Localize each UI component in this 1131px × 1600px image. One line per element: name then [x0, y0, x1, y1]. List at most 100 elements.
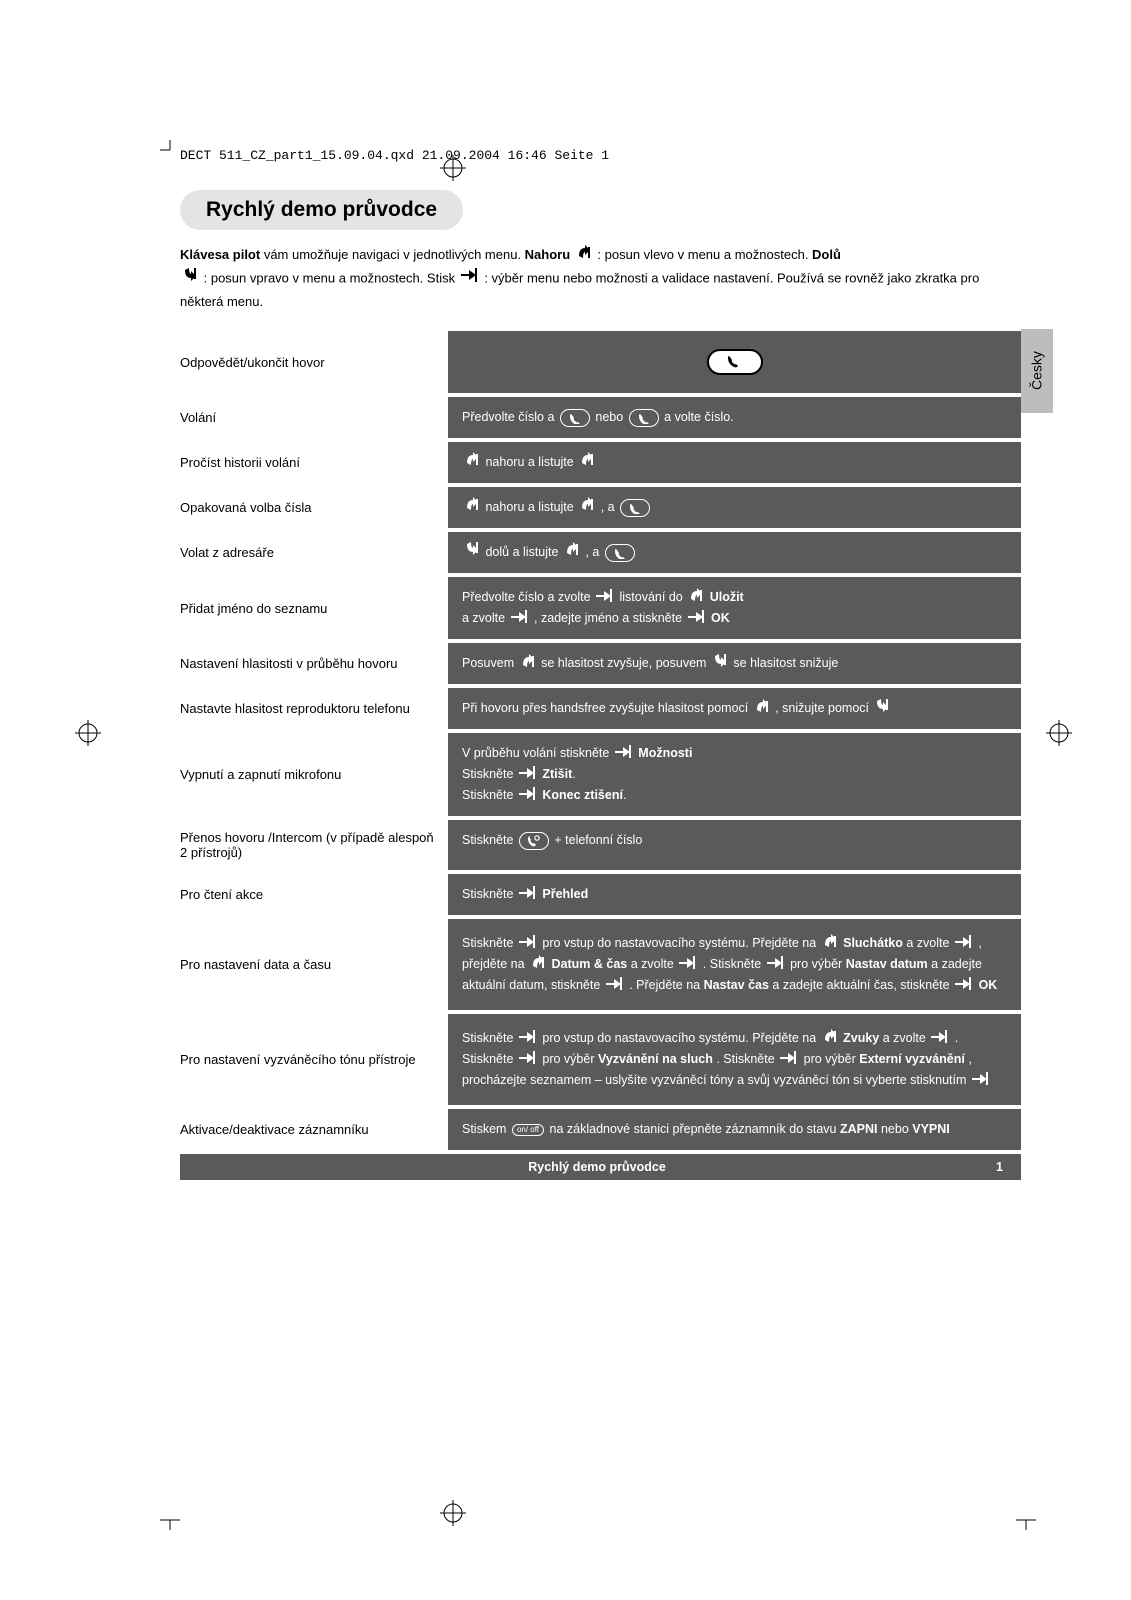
row-label: Přidat jméno do seznamu	[180, 577, 448, 639]
print-header: DECT 511_CZ_part1_15.09.04.qxd 21.09.200…	[180, 148, 609, 163]
table-row: Volání Předvolte číslo a nebo a volte čí…	[180, 397, 1021, 438]
row-instruction: Česky	[448, 331, 1021, 393]
row-label: Vypnutí a zapnutí mikrofonu	[180, 733, 448, 816]
footer-title: Rychlý demo průvodce	[198, 1160, 996, 1174]
nav-right-icon	[688, 609, 706, 630]
nav-right-icon	[519, 786, 537, 807]
table-row: Opakovaná volba čísla nahoru a listujte …	[180, 487, 1021, 528]
row-instruction: Stiskněte + telefonní číslo	[448, 820, 1021, 870]
table-row: Odpovědět/ukončit hovor Česky	[180, 331, 1021, 393]
registration-mark-icon	[1046, 720, 1066, 740]
row-instruction: Stiskem on/ off na základnové stanici př…	[448, 1109, 1021, 1150]
nav-right-icon	[931, 1029, 949, 1050]
nav-up-icon	[822, 934, 838, 955]
row-label: Nastavení hlasitosti v průběhu hovoru	[180, 643, 448, 684]
table-row: Volat z adresáře dolů a listujte , a	[180, 532, 1021, 573]
row-label: Pro čtení akce	[180, 874, 448, 915]
nav-up-icon	[754, 699, 770, 720]
nav-right-icon	[519, 765, 537, 786]
row-label: Odpovědět/ukončit hovor	[180, 331, 448, 393]
phone-key-icon	[629, 409, 659, 427]
registration-mark-icon	[75, 720, 95, 740]
row-label: Přenos hovoru /Intercom (v případě alesp…	[180, 820, 448, 870]
row-instruction: Předvolte číslo a nebo a volte číslo.	[448, 397, 1021, 438]
intro-text: Klávesa pilot vám umožňuje navigaci v je…	[180, 244, 1021, 313]
onoff-key-icon: on/ off	[512, 1124, 544, 1135]
nav-right-icon	[767, 955, 785, 976]
crop-mark-icon	[160, 1510, 180, 1530]
nav-down-icon	[712, 654, 728, 675]
row-instruction: Stiskněte Přehled	[448, 874, 1021, 915]
nav-up-icon	[464, 452, 480, 473]
nav-right-icon	[606, 976, 624, 997]
nav-down-icon	[464, 542, 480, 563]
nav-up-icon	[822, 1029, 838, 1050]
row-instruction: Stiskněte pro vstup do nastavovacího sys…	[448, 919, 1021, 1010]
nav-up-icon	[464, 497, 480, 518]
nav-up-icon	[579, 497, 595, 518]
nav-right-icon	[972, 1071, 990, 1092]
row-label: Nastavte hlasitost reproduktoru telefonu	[180, 688, 448, 729]
nav-right-icon	[615, 744, 633, 765]
nav-right-icon	[596, 588, 614, 609]
table-row: Pročíst historii volání nahoru a listujt…	[180, 442, 1021, 483]
nav-right-icon	[519, 934, 537, 955]
table-row: Pro nastavení vyzváněcího tónu přístroje…	[180, 1014, 1021, 1105]
table-row: Pro nastavení data a času Stiskněte pro …	[180, 919, 1021, 1010]
row-instruction: Stiskněte pro vstup do nastavovacího sys…	[448, 1014, 1021, 1105]
table-row: Přidat jméno do seznamu Předvolte číslo …	[180, 577, 1021, 639]
table-row: Pro čtení akce Stiskněte Přehled	[180, 874, 1021, 915]
nav-right-icon	[519, 1029, 537, 1050]
row-label: Pro nastavení vyzváněcího tónu přístroje	[180, 1014, 448, 1105]
nav-up-icon	[576, 244, 592, 267]
row-instruction: nahoru a listujte , a	[448, 487, 1021, 528]
phone-key-icon	[620, 499, 650, 517]
phone-key-icon	[605, 544, 635, 562]
nav-up-icon	[564, 542, 580, 563]
nav-right-icon	[955, 976, 973, 997]
title-bar: Rychlý demo průvodce	[180, 190, 463, 230]
row-instruction: Při hovoru přes handsfree zvyšujte hlasi…	[448, 688, 1021, 729]
row-instruction: Předvolte číslo a zvolte listování do Ul…	[448, 577, 1021, 639]
table-row: Nastavte hlasitost reproduktoru telefonu…	[180, 688, 1021, 729]
row-label: Volat z adresáře	[180, 532, 448, 573]
nav-right-icon	[780, 1050, 798, 1071]
crop-mark-icon	[160, 140, 180, 160]
nav-up-icon	[688, 588, 704, 609]
nav-right-icon	[519, 1050, 537, 1071]
phone-key-icon	[560, 409, 590, 427]
table-row: Nastavení hlasitosti v průběhu hovoru Po…	[180, 643, 1021, 684]
nav-right-icon	[519, 885, 537, 906]
nav-right-icon	[461, 267, 479, 291]
row-label: Aktivace/deaktivace záznamníku	[180, 1109, 448, 1150]
nav-right-icon	[955, 934, 973, 955]
nav-down-icon	[182, 267, 198, 290]
row-instruction: V průběhu volání stiskněte Možnosti Stis…	[448, 733, 1021, 816]
table-row: Vypnutí a zapnutí mikrofonu V průběhu vo…	[180, 733, 1021, 816]
registration-mark-icon	[440, 155, 460, 175]
nav-up-icon	[530, 955, 546, 976]
nav-up-icon	[579, 452, 595, 473]
crop-mark-icon	[1016, 1510, 1036, 1530]
page-title: Rychlý demo průvodce	[206, 198, 437, 222]
row-instruction: Posuvem se hlasitost zvyšuje, posuvem se…	[448, 643, 1021, 684]
language-tab: Česky	[1021, 329, 1053, 413]
table-row: Aktivace/deaktivace záznamníku Stiskem o…	[180, 1109, 1021, 1150]
footer: Rychlý demo průvodce 1	[180, 1154, 1021, 1180]
row-label: Pro nastavení data a času	[180, 919, 448, 1010]
phone-key-icon	[707, 349, 763, 375]
row-label: Pročíst historii volání	[180, 442, 448, 483]
nav-right-icon	[679, 955, 697, 976]
table-row: Přenos hovoru /Intercom (v případě alesp…	[180, 820, 1021, 870]
row-instruction: dolů a listujte , a	[448, 532, 1021, 573]
row-label: Opakovaná volba čísla	[180, 487, 448, 528]
guide-table: Odpovědět/ukončit hovor Česky Volání Pře…	[180, 331, 1021, 1150]
row-instruction: nahoru a listujte	[448, 442, 1021, 483]
nav-down-icon	[874, 699, 890, 720]
row-label: Volání	[180, 397, 448, 438]
registration-mark-icon	[440, 1500, 460, 1520]
nav-up-icon	[520, 654, 536, 675]
intercom-key-icon	[519, 832, 549, 850]
page-number: 1	[996, 1160, 1003, 1174]
nav-right-icon	[511, 609, 529, 630]
